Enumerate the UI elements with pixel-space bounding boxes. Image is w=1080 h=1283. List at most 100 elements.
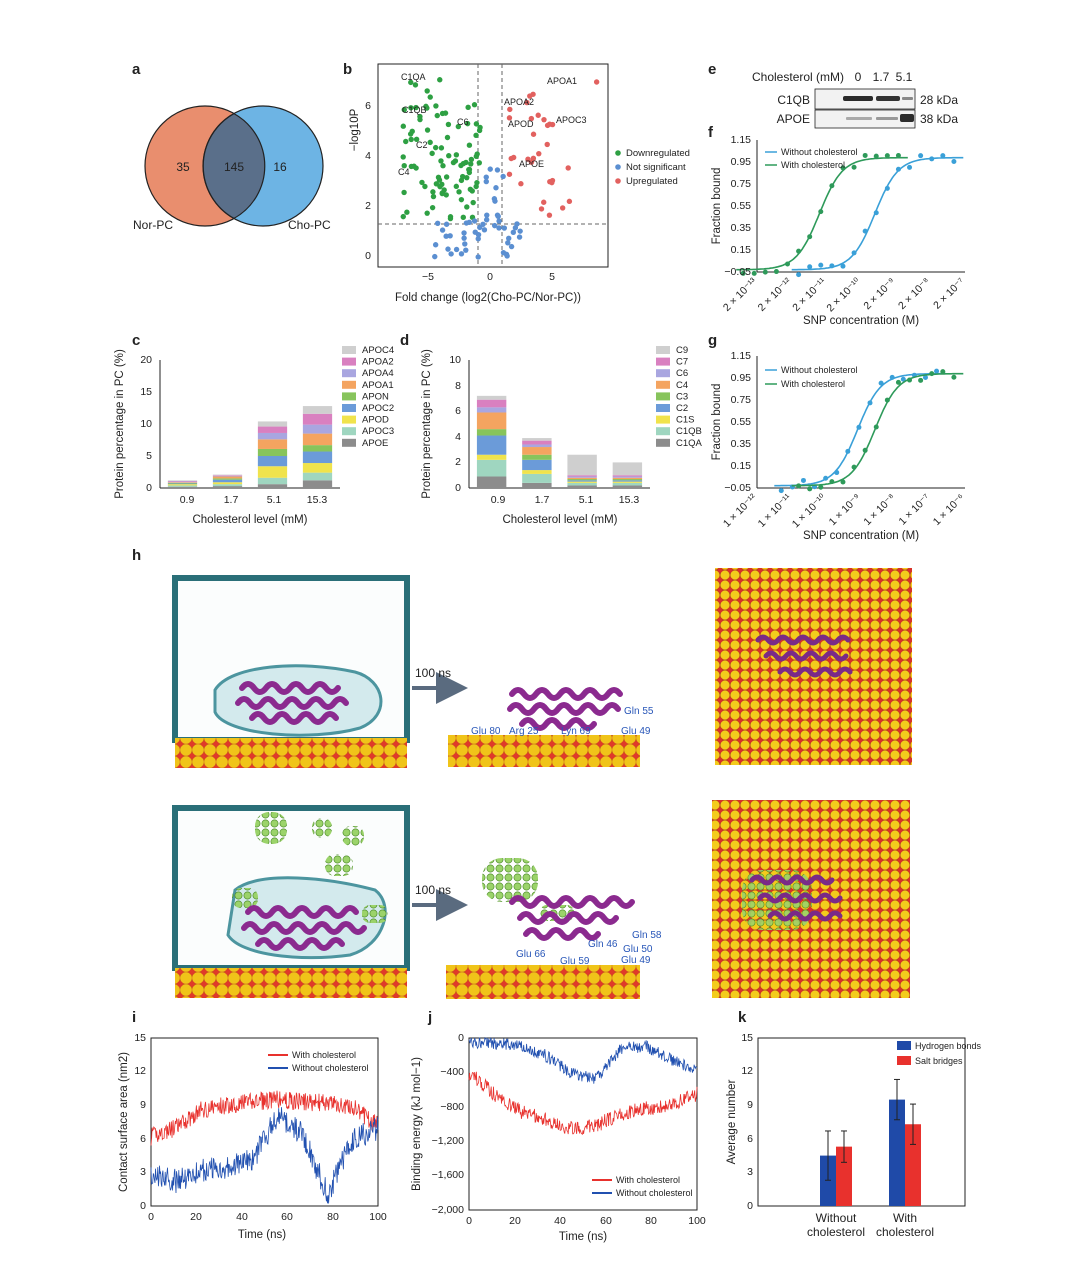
point-downregulated — [473, 183, 479, 190]
data-point — [873, 153, 879, 159]
cholesterol-cluster — [232, 888, 258, 908]
data-point — [851, 250, 857, 256]
legend-label-apoc4: APOC4 — [362, 345, 394, 356]
k-ytick: 15 — [741, 1032, 753, 1044]
data-point — [785, 261, 791, 267]
point-upregulated — [506, 171, 513, 177]
point-not-significant — [453, 246, 460, 253]
bar-segment-apoa2-1.7 — [212, 475, 243, 476]
residue-labels-top: Gln 55 Glu 80 Arg 25 Lyn 69 Glu 49 — [471, 706, 654, 737]
point-not-significant — [517, 228, 523, 234]
point-downregulated — [427, 94, 433, 100]
legend-swatch-c4 — [656, 380, 670, 389]
data-point — [807, 234, 813, 240]
annot-apoc3: APOC3 — [556, 115, 587, 125]
j-ytick: 0 — [458, 1032, 464, 1044]
legend-swatch-apoc3 — [342, 427, 356, 436]
point-not-significant — [477, 224, 483, 231]
point-downregulated — [439, 181, 445, 188]
bar-segment-c1qb-1.7 — [522, 473, 552, 483]
panel-letter-i: i — [132, 1009, 136, 1026]
c-xtick: 0.9 — [180, 494, 195, 506]
j-xtick: 60 — [600, 1215, 612, 1227]
venn-left-label: Nor-PC — [133, 218, 173, 232]
point-upregulated — [530, 131, 537, 137]
d-xtick: 0.9 — [491, 494, 506, 506]
data-point — [773, 269, 779, 275]
legend-label-apod: APOD — [362, 415, 389, 426]
bar-segment-apoc4-0.9 — [167, 480, 198, 481]
point-downregulated — [424, 210, 430, 216]
j-xtick: 100 — [688, 1215, 706, 1227]
data-point — [878, 380, 884, 386]
data-point — [940, 369, 946, 375]
point-downregulated — [400, 213, 406, 220]
point-not-significant — [448, 251, 454, 257]
k-xtick-without-line2: cholesterol — [807, 1225, 865, 1239]
residue-label: Glu 49 — [621, 726, 651, 737]
bar-segment-c9-1.7 — [522, 438, 552, 441]
point-downregulated — [434, 112, 440, 119]
blot-lane-0: 0 — [855, 70, 862, 84]
point-not-significant — [505, 240, 511, 246]
bar-segment-apoc4-1.7 — [212, 474, 243, 476]
blot-header: Cholesterol (mM) — [752, 70, 844, 84]
panel-letter-b: b — [343, 61, 352, 78]
point-upregulated — [528, 115, 535, 122]
i-xlabel: Time (ns) — [238, 1229, 286, 1241]
point-downregulated — [429, 204, 436, 211]
surface-slab-top-left — [175, 738, 407, 768]
point-downregulated — [403, 138, 409, 145]
d-xtick: 1.7 — [535, 494, 550, 506]
j-ylabel: Binding energy (kJ mol−1) — [411, 1057, 423, 1191]
annot-c6: C6 — [457, 117, 469, 127]
data-point — [840, 263, 846, 269]
point-downregulated — [460, 214, 466, 221]
time-label-top: 100 ns — [415, 666, 451, 680]
i-ylabel: Contact surface area (nm2) — [118, 1052, 130, 1192]
bar-segment-c7-0.9 — [476, 399, 507, 408]
data-point — [895, 379, 901, 385]
c-ylabel: Protein percentage in PC (%) — [114, 349, 126, 499]
legend-down: Downregulated — [626, 148, 690, 159]
data-point — [796, 483, 802, 489]
legend-label-c1qa: C1QA — [676, 438, 703, 449]
x-tick-label: 1 × 10⁻⁸ — [861, 492, 897, 528]
legend-swatch-apoa2 — [342, 357, 356, 366]
k-legend-swatch-salt — [897, 1056, 911, 1065]
legend-label-apoc2: APOC2 — [362, 403, 394, 414]
chart-j-binding-energy: 0 −400 −800 −1,200 −1,600 −2,000 0 20 40… — [411, 1032, 706, 1243]
volcano-annotations: C1QA C1QB C6 C2 C4 APOA1 APOA2 APOC3 APO… — [398, 72, 587, 177]
legend-ns: Not significant — [626, 162, 686, 173]
residue-label: Gln 58 — [632, 930, 662, 941]
point-upregulated — [528, 159, 535, 165]
f-ytick: 0.75 — [731, 178, 752, 190]
point-downregulated — [445, 121, 452, 128]
point-upregulated — [524, 99, 530, 106]
c-ytick: 0 — [146, 482, 152, 494]
point-upregulated — [507, 106, 513, 113]
bar-segment-apoa1-1.7 — [212, 476, 243, 479]
md-simulation-panel: 100 ns 100 ns Gln 55 Glu 80 Arg 25 Lyn 6… — [172, 568, 912, 999]
chart-k-bonds: 0 3 6 9 12 15 Average number Without cho… — [726, 1032, 982, 1239]
point-not-significant — [434, 220, 441, 226]
point-downregulated — [464, 204, 470, 210]
data-point — [800, 477, 806, 483]
j-legend-without: Without cholesterol — [616, 1188, 693, 1198]
bar-segment-apoc2-0.9 — [167, 483, 198, 485]
g-ytick: −0.05 — [724, 482, 751, 494]
point-downregulated — [413, 104, 419, 111]
point-not-significant — [500, 173, 506, 180]
bar-segment-apoe-1.7 — [212, 486, 243, 488]
legend-swatch-c1qa — [656, 438, 670, 447]
point-not-significant — [500, 249, 507, 256]
point-downregulated — [443, 174, 450, 180]
data-point — [796, 272, 802, 278]
bar-segment-apoc4-15.3 — [302, 406, 333, 414]
j-xtick: 40 — [554, 1215, 566, 1227]
x-tick-label: 1 × 10⁻¹⁰ — [790, 492, 829, 531]
legend-label-c3: C3 — [676, 391, 688, 402]
volcano-ytick: 0 — [365, 250, 371, 262]
data-point — [829, 183, 835, 189]
j-frame — [468, 1037, 698, 1211]
